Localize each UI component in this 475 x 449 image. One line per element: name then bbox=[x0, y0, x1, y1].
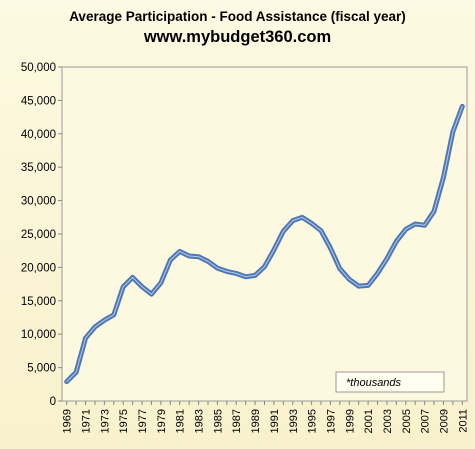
y-tick-label: 50,000 bbox=[21, 62, 56, 74]
plot-area bbox=[61, 66, 468, 402]
chart-subtitle: www.mybudget360.com bbox=[143, 28, 332, 46]
x-tick-label: 1987 bbox=[231, 409, 243, 433]
chart-title: Average Participation - Food Assistance … bbox=[69, 9, 406, 24]
x-tick-label: 1999 bbox=[344, 409, 356, 433]
x-tick-label: 1977 bbox=[137, 409, 149, 433]
x-tick-label: 2001 bbox=[363, 409, 375, 433]
x-tick-label: 2007 bbox=[420, 409, 432, 433]
y-tick-label: 15,000 bbox=[21, 296, 56, 308]
x-tick-label: 2005 bbox=[401, 409, 413, 433]
x-tick-label: 1995 bbox=[307, 409, 319, 433]
series-group bbox=[64, 103, 465, 385]
x-tick-label: 1997 bbox=[325, 409, 337, 433]
x-tick-label: 1971 bbox=[81, 409, 93, 433]
x-tick-label: 2003 bbox=[382, 409, 394, 433]
x-axis: 1969 1971 1973 1975 1977 1979 1981 1983 1985 1987… bbox=[62, 401, 469, 433]
y-tick-label: 40,000 bbox=[21, 129, 56, 141]
x-tick-label: 1969 bbox=[62, 409, 74, 433]
y-tick-label: 30,000 bbox=[21, 196, 56, 208]
y-axis: 0 5,000 10,000 15,000 20,000 25,000 30,000 35,0… bbox=[21, 62, 62, 408]
x-tick-label: 1989 bbox=[250, 409, 262, 433]
x-tick-label: 2009 bbox=[438, 409, 450, 433]
y-tick-label: 25,000 bbox=[21, 229, 56, 241]
annotation-box: *thousands bbox=[335, 371, 445, 393]
x-tick-label: 1973 bbox=[99, 409, 111, 433]
annotation-text: *thousands bbox=[346, 377, 402, 389]
x-tick-label: 1979 bbox=[156, 409, 168, 433]
y-tick-label: 5,000 bbox=[27, 363, 56, 375]
y-tick-label: 35,000 bbox=[21, 162, 56, 174]
x-tick-label: 1975 bbox=[118, 409, 130, 433]
x-tick-label: 1993 bbox=[288, 409, 300, 433]
y-tick-label: 45,000 bbox=[21, 95, 56, 107]
y-tick-label: 20,000 bbox=[21, 262, 56, 274]
series-line-highlight bbox=[66, 105, 463, 383]
x-tick-label: 1983 bbox=[194, 409, 206, 433]
x-tick-label: 1981 bbox=[175, 409, 187, 433]
x-tick-label: 1985 bbox=[212, 409, 224, 433]
x-tick-label: 1991 bbox=[269, 409, 281, 433]
y-tick-label: 10,000 bbox=[21, 329, 56, 341]
annotation-rect bbox=[335, 371, 445, 393]
x-tick-label: 2011 bbox=[457, 409, 469, 433]
y-tick-label: 0 bbox=[50, 396, 56, 408]
